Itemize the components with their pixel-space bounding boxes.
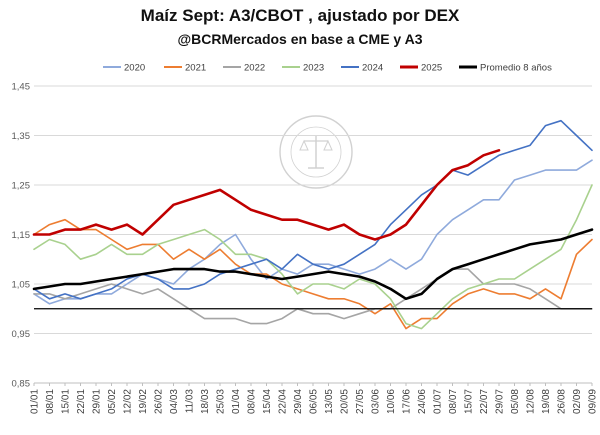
x-tick-label: 08/04 bbox=[247, 389, 258, 414]
legend-label: 2025 bbox=[421, 63, 442, 74]
x-tick-label: 24/06 bbox=[417, 389, 428, 414]
x-tick-label: 04/03 bbox=[169, 389, 180, 414]
x-tick-label: 27/05 bbox=[355, 389, 366, 414]
x-tick-label: 15/01 bbox=[61, 389, 72, 414]
x-tick-label: 15/07 bbox=[464, 389, 475, 414]
legend-label: 2024 bbox=[362, 63, 383, 74]
x-tick-label: 18/03 bbox=[200, 389, 211, 414]
chart-subtitle: @BCRMercados en base a CME y A3 bbox=[177, 31, 423, 47]
series-line-2021 bbox=[33, 218, 593, 330]
x-tick-label: 11/03 bbox=[185, 389, 196, 414]
legend-label: 2023 bbox=[303, 63, 324, 74]
x-tick-label: 22/01 bbox=[76, 389, 87, 414]
x-tick-label: 20/05 bbox=[340, 389, 351, 414]
legend-label: 2020 bbox=[124, 63, 145, 74]
x-tick-label: 22/07 bbox=[479, 389, 490, 414]
series-line-2024 bbox=[33, 119, 593, 300]
x-tick-label: 08/01 bbox=[45, 389, 56, 414]
series-line-2020 bbox=[33, 159, 593, 305]
x-tick-label: 22/04 bbox=[278, 389, 289, 414]
x-tick-label: 26/02 bbox=[154, 389, 165, 414]
legend-label: Promedio 8 años bbox=[480, 63, 552, 74]
x-tick-label: 06/05 bbox=[309, 389, 320, 414]
x-tick-label: 25/03 bbox=[216, 389, 227, 414]
x-tick-label: 12/08 bbox=[526, 389, 537, 414]
x-tick-label: 01/04 bbox=[231, 389, 242, 414]
y-tick-label: 1,15 bbox=[12, 230, 31, 241]
x-tick-label: 09/09 bbox=[588, 389, 599, 414]
x-tick-label: 12/02 bbox=[123, 389, 134, 414]
legend-label: 2021 bbox=[185, 63, 206, 74]
x-tick-label: 26/08 bbox=[557, 389, 568, 414]
series-line-promedio-8-años bbox=[32, 228, 594, 301]
bcr-seal-watermark bbox=[279, 115, 353, 189]
x-tick-label: 02/09 bbox=[572, 389, 583, 414]
x-tick-label: 29/01 bbox=[92, 389, 103, 414]
y-tick-label: 1,25 bbox=[12, 181, 31, 192]
legend-label: 2022 bbox=[244, 63, 265, 74]
y-tick-label: 1,45 bbox=[12, 82, 31, 93]
chart-title: Maíz Sept: A3/CBOT , ajustado por DEX bbox=[140, 6, 460, 25]
x-tick-label: 05/02 bbox=[107, 389, 118, 414]
series-line-2022 bbox=[33, 268, 593, 325]
y-tick-label: 0,95 bbox=[12, 329, 31, 340]
x-tick-label: 03/06 bbox=[371, 389, 382, 414]
x-tick-label: 13/05 bbox=[324, 389, 335, 414]
x-tick-label: 19/08 bbox=[541, 389, 552, 414]
x-tick-label: 01/07 bbox=[433, 389, 444, 414]
x-tick-label: 08/07 bbox=[448, 389, 459, 414]
x-tick-label: 29/07 bbox=[495, 389, 506, 414]
x-tick-label: 05/08 bbox=[510, 389, 521, 414]
series-line-2023 bbox=[33, 184, 593, 330]
x-tick-label: 01/01 bbox=[30, 389, 41, 414]
y-tick-label: 1,05 bbox=[12, 280, 31, 291]
x-tick-label: 29/04 bbox=[293, 389, 304, 414]
x-tick-label: 17/06 bbox=[402, 389, 413, 414]
y-tick-label: 1,35 bbox=[12, 131, 31, 142]
y-tick-label: 0,85 bbox=[12, 379, 31, 390]
series-line-2025 bbox=[32, 149, 501, 241]
x-tick-label: 19/02 bbox=[138, 389, 149, 414]
x-tick-label: 15/04 bbox=[262, 389, 273, 414]
x-tick-label: 10/06 bbox=[386, 389, 397, 414]
